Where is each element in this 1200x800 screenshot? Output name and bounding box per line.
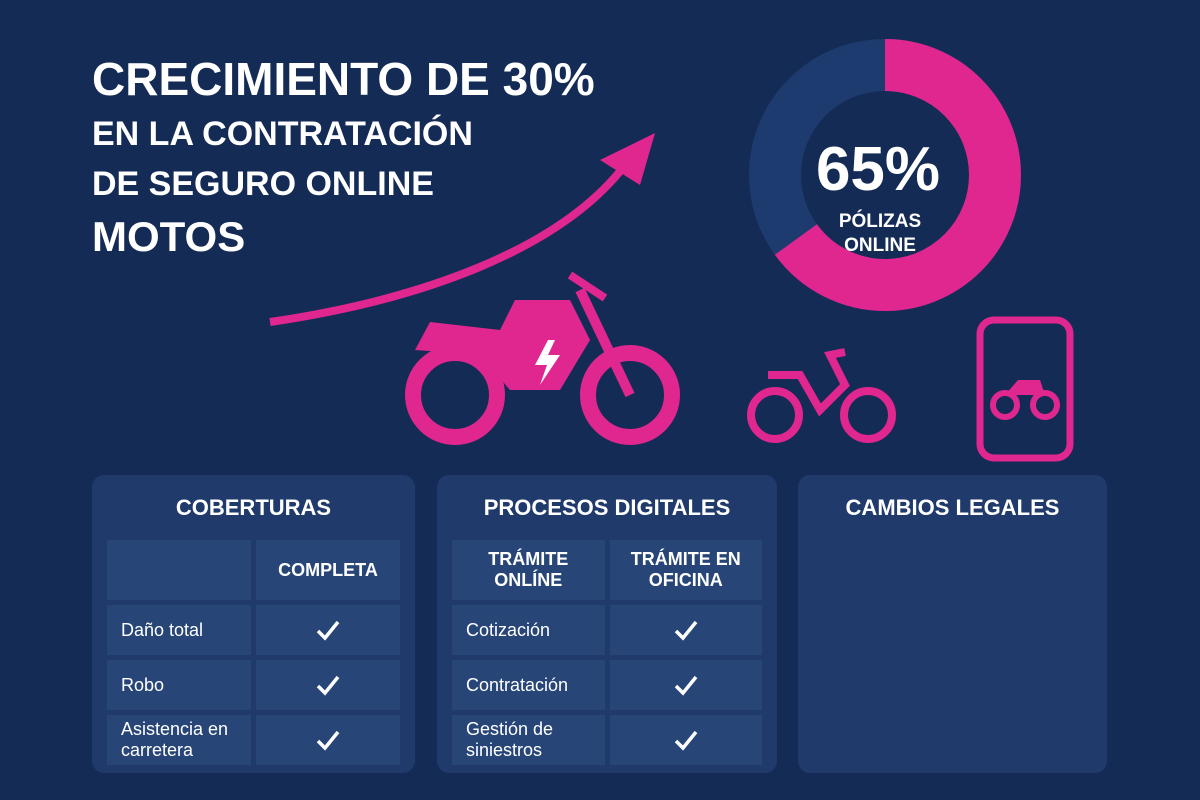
check-cell	[256, 605, 400, 655]
headline: EN LA CONTRATACIÓN	[92, 115, 473, 153]
check-icon	[316, 620, 340, 641]
check-cell	[609, 660, 762, 710]
headline: CRECIMIENTO DE 30%	[92, 53, 595, 105]
growth-arrow	[269, 162, 629, 326]
panel: PROCESOS DIGITALES TRÁMITE ONLÍNE TRÁMITE …	[437, 475, 777, 773]
check-icon	[674, 730, 698, 751]
headline: MOTOS	[92, 213, 246, 260]
table: COMPLETA Daño total Robo Asistencia en carr…	[107, 540, 400, 765]
motorcycle-icon	[405, 271, 680, 445]
check-icon	[674, 620, 698, 641]
header-cell: COMPLETA	[256, 540, 400, 600]
row-label: Asistencia en carretera	[107, 715, 251, 765]
row-label: Daño total	[107, 605, 251, 655]
check-icon	[316, 730, 340, 751]
panel: CAMBIOS LEGALES	[798, 475, 1107, 773]
donut-label: 65%	[816, 135, 940, 204]
row-label: Contratación	[452, 660, 605, 710]
check-cell	[256, 715, 400, 765]
panel-title: CAMBIOS LEGALES	[845, 495, 1060, 520]
donut-caption: ONLINE	[844, 235, 916, 256]
check-cell	[609, 715, 762, 765]
panel-title: COBERTURAS	[175, 495, 332, 520]
header-cell	[107, 540, 251, 600]
phone-icon	[976, 316, 1074, 462]
check-icon	[316, 675, 340, 696]
donut-caption: PÓLIZAS	[839, 210, 921, 232]
check-cell	[256, 660, 400, 710]
row-label: Cotización	[452, 605, 605, 655]
check-cell	[609, 605, 762, 655]
row-label: Gestión de siniestros	[452, 715, 605, 765]
panel: COBERTURAS COMPLETA Daño total Robo Asistenc…	[92, 475, 415, 773]
donut-arc	[749, 39, 1021, 311]
row-label: Robo	[107, 660, 251, 710]
header-cell: TRÁMITE EN OFICINA	[609, 540, 762, 600]
panel-title: PROCESOS DIGITALES	[483, 495, 731, 520]
table: TRÁMITE ONLÍNE TRÁMITE EN OFICINA Cotizaci…	[452, 540, 762, 765]
headline: DE SEGURO ONLINE	[92, 165, 434, 203]
scooter-icon	[747, 348, 896, 443]
check-icon	[674, 675, 698, 696]
header-cell: TRÁMITE ONLÍNE	[452, 540, 605, 600]
arrow-head	[600, 133, 655, 185]
